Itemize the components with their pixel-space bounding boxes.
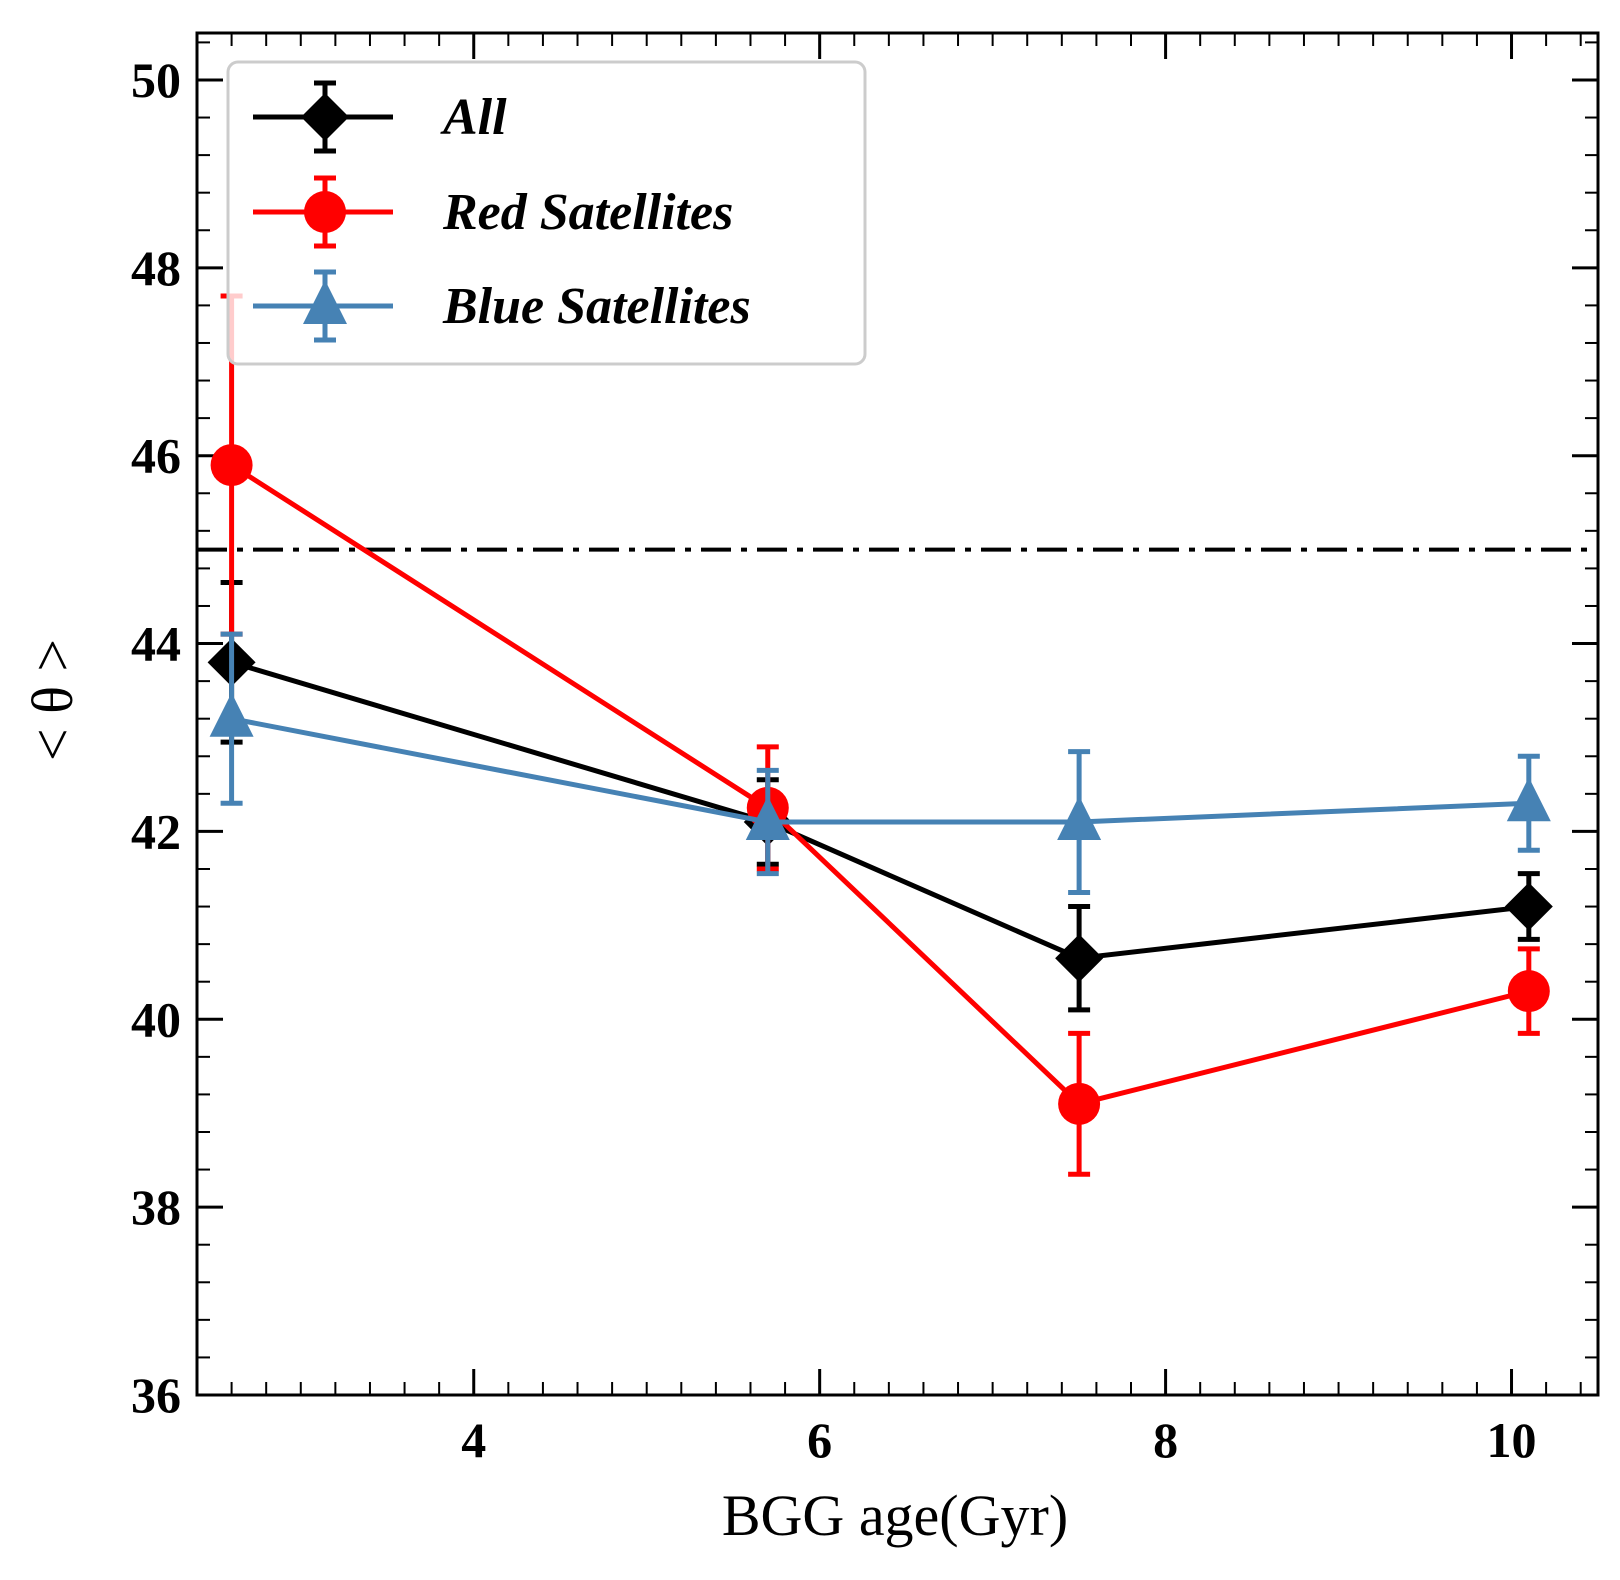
all-marker — [1055, 934, 1104, 983]
x-tick-label: 6 — [807, 1412, 832, 1468]
y-tick-label: 40 — [131, 991, 181, 1047]
legend-entry-red-satellites: Red Satellites — [253, 175, 733, 249]
minor-ticks — [197, 33, 1598, 1395]
plot-frame — [195, 31, 1600, 1397]
series-all — [207, 579, 1553, 1013]
y-tick-label: 42 — [131, 803, 181, 859]
legend-marker — [303, 280, 347, 324]
y-tick-label: 50 — [131, 52, 181, 108]
y-axis-title: < θ > — [20, 639, 85, 761]
x-tick-label: 8 — [1153, 1412, 1178, 1468]
blue-satellites-marker — [1506, 777, 1551, 822]
y-tick-label: 46 — [131, 428, 181, 484]
all-line — [230, 659, 1530, 961]
x-tick-label: 4 — [461, 1412, 486, 1468]
legend: All Red Satellites Blue Satellites — [226, 60, 867, 366]
legend-label: Blue Satellites — [442, 278, 751, 335]
legend-marker — [304, 191, 346, 233]
legend-entry-all: All — [253, 80, 507, 154]
legend-label: All — [440, 89, 507, 146]
legend-marker — [301, 93, 349, 141]
legend-entries: All Red Satellites Blue Satellites — [253, 80, 751, 343]
blue-satellites-line — [231, 716, 1529, 825]
legend-label: Red Satellites — [442, 184, 733, 241]
red-satellites-line — [230, 462, 1530, 1107]
series-red-satellites — [210, 293, 1550, 1177]
y-tick-label: 38 — [131, 1179, 181, 1235]
x-axis-title: BGG age(Gyr) — [722, 1483, 1068, 1548]
series-blue-satellites — [209, 631, 1551, 895]
blue-satellites-marker — [1057, 796, 1102, 841]
blue-satellites-marker — [209, 692, 254, 737]
legend-box — [226, 60, 867, 366]
y-tick-label: 48 — [131, 240, 181, 296]
blue-satellites-marker — [745, 796, 790, 841]
x-tick-label: 10 — [1487, 1412, 1537, 1468]
y-tick-label: 36 — [131, 1367, 181, 1423]
legend-entry-blue-satellites: Blue Satellites — [253, 269, 751, 343]
series-layer — [207, 293, 1553, 1177]
y-tick-label: 44 — [131, 616, 181, 672]
all-marker — [1504, 882, 1553, 931]
red-satellites-marker — [210, 444, 253, 487]
red-satellites-marker — [1058, 1082, 1101, 1125]
red-satellites-marker — [1507, 970, 1550, 1013]
